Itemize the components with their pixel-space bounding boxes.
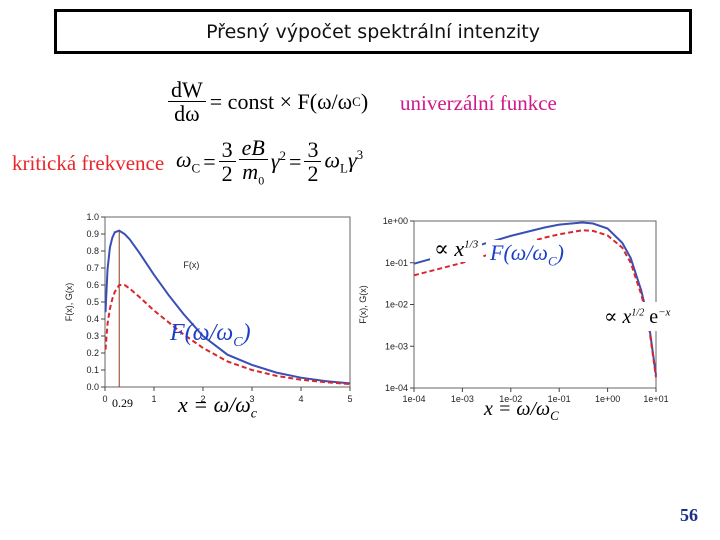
y-tick-label: 1e-01 [385,258,408,268]
left-x-eq-sub: c [250,406,258,422]
x-tick-label: 1e-01 [548,394,571,404]
high-asym-text: ∝ x [604,306,632,328]
y-tick-label: 1e-02 [385,300,408,310]
three-halves-1: 3 2 [218,138,236,187]
left-func-text: F(ω/ω [170,320,234,346]
y-axis-label: F(x), G(x) [358,285,368,324]
x-tick-label: 1e+00 [595,394,620,404]
high-exp-base: e [649,306,659,328]
gamma-sup: 2 [279,148,287,164]
omega-l-symbol: ω [324,147,340,172]
x-tick-label: 1e-02 [499,394,522,404]
x-tick-label: 3 [249,394,254,404]
x-tick-label: 5 [347,394,352,404]
left-func-sub: C [233,334,243,350]
high-asym-sup: 1/2 [631,307,645,319]
x-tick-label: 0 [102,394,107,404]
omega-l-sub: L [339,160,348,176]
equation-rhs-sub: C [352,93,361,109]
y-tick-label: 1e-04 [385,383,408,393]
y-tick-label: 0.7 [86,263,99,273]
gamma3-symbol: γ [347,147,357,172]
series-annotation: F(x) [183,260,199,270]
left-func-label: F(ω/ωC) [170,320,251,351]
y-tick-label: 0.5 [86,297,99,307]
gamma-symbol: γ [270,148,280,174]
frac2-den-sub: 0 [258,173,265,188]
frac1-den: 2 [221,161,233,187]
three-halves-2: 3 2 [304,138,322,187]
x-tick-label: 4 [298,394,303,404]
equals-sign-2: = [289,148,302,174]
dw-domega-fraction: dW dω [168,78,206,125]
y-tick-label: 1.0 [86,212,99,222]
left-x-equation: x = ω/ωc [178,392,257,422]
log-spectrum-chart: 1e-04 1e-03 1e-02 1e-01 1e+00 1e-04 1e-03 1e-02… [358,216,669,404]
equation-spectral: dW dω = const × F(ω/ω C) [168,78,368,125]
x-tick-label: 1e-03 [451,394,474,404]
frac3-num: 3 [304,138,322,163]
low-asymptote-box: ∝ x1/3 [430,236,483,262]
y-tick-label: 0.1 [86,365,99,375]
y-tick-label: 0.6 [86,280,99,290]
universal-function-label: univerzální funkce [400,91,557,115]
y-tick-label: 0.8 [86,246,99,256]
high-exp-sup: −x [658,306,671,319]
equation-critical-frequency: ωC = 3 2 eB m0 γ2 = 3 2 ωLγ3 [176,136,363,187]
x-tick-label: 1 [151,394,156,404]
right-x-equation: x = ω/ωC [484,398,559,424]
equation-rhs: = const × F(ω/ω [209,88,353,114]
critical-frequency-label: kritická frekvence [12,151,165,175]
y-tick-label: 0.9 [86,229,99,239]
low-func-text: F(ω/ω [490,240,548,265]
omega-c-symbol: ω [176,146,192,172]
right-x-eq-sub: C [550,408,559,423]
eb-over-m0: eB m0 [238,136,268,187]
slide-title-box: Přesný výpočet spektrální intenzity [54,9,692,54]
y-tick-label: 0.4 [86,314,99,324]
high-asymptote-box: ∝ x1/2 e−x [600,302,675,331]
equals-sign: = [203,148,216,174]
peak-label: 0.29 [112,396,133,410]
frac-den: dω [174,101,200,127]
page-number: 56 [680,505,698,525]
frac-num: dW [168,78,206,103]
low-func-box: F(ω/ωC) [486,240,568,270]
left-x-eq-text: x = ω/ω [178,392,251,417]
frac1-num: 3 [218,138,236,163]
series-line-Fx [104,229,351,385]
linear-spectrum-chart: 0.0 0.1 0.2 0.3 0.4 0.5 0.6 0.7 0.8 0.9 1.0 0 1 2 3 4 5 F… [64,212,353,404]
right-x-eq-text: x = ω/ω [484,398,551,420]
frac2-den: m0 [239,160,267,187]
low-func-close: ) [556,240,564,265]
frac2-den-m: m [242,159,259,185]
x-tick-label: 1e+01 [643,394,668,404]
series-line-Gx [104,284,351,386]
y-axis-label: F(x), G(x) [64,283,74,322]
x-tick-label: 1e-04 [402,394,425,404]
frac2-num: eB [238,136,268,161]
x-tick-label: 2 [200,394,205,404]
slide-title: Přesný výpočet spektrální intenzity [206,20,540,43]
series-line-Fx [413,221,657,376]
y-tick-label: 0.0 [86,382,99,392]
low-func-sub: C [547,253,557,269]
left-func-close: ) [242,320,251,346]
equation-rhs-close: ) [360,88,369,114]
omega-c-sub: C [191,160,201,176]
y-tick-label: 0.3 [86,331,99,341]
low-asym-sup: 1/3 [464,238,479,251]
y-tick-label: 1e+00 [383,216,408,226]
frac3-den: 2 [307,161,319,187]
gamma3-sup: 3 [356,146,364,162]
y-tick-label: 1e-03 [385,341,408,351]
y-tick-label: 0.2 [86,348,99,358]
low-asym-text: ∝ x [434,236,465,261]
